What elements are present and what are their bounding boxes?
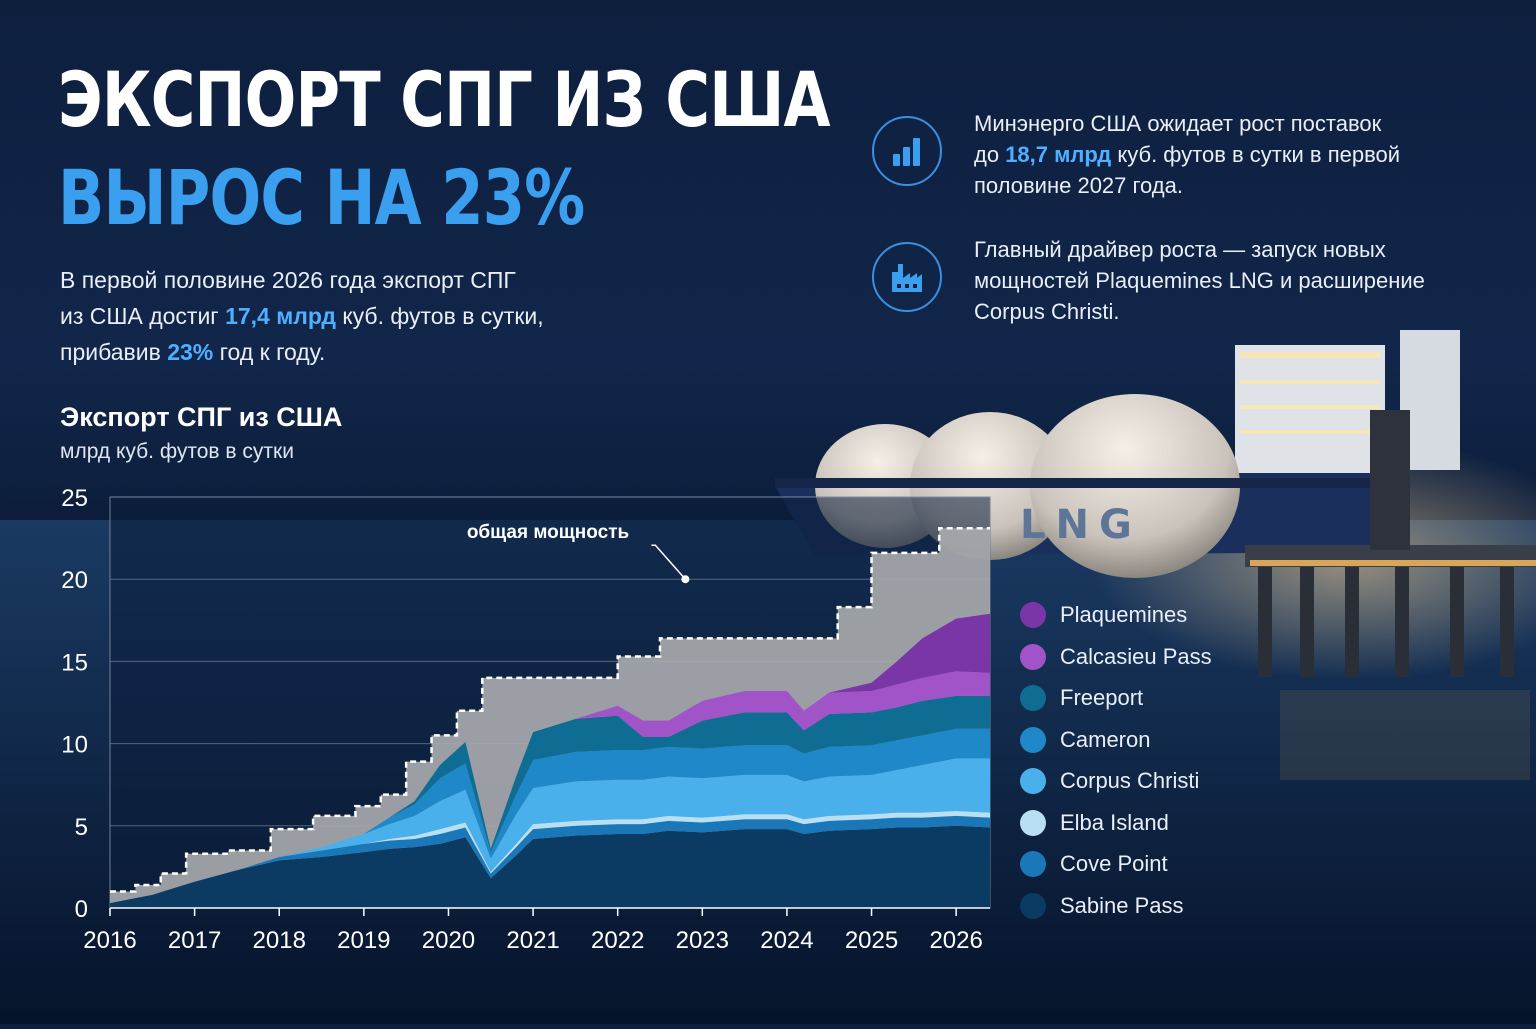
area-calcasieu-pass bbox=[110, 671, 990, 904]
info-forecast-text: Минэнерго США ожидает рост поставок до 1… bbox=[974, 108, 1474, 201]
pier bbox=[1245, 410, 1536, 780]
ship-hull-text: LNG bbox=[1020, 502, 1142, 548]
info-forecast-line2-post: куб. футов в сутки в первой bbox=[1111, 142, 1401, 167]
legend-swatch bbox=[1020, 892, 1046, 919]
lead-value-volume: 17,4 млрд bbox=[225, 303, 336, 329]
x-tick-label: 2019 bbox=[337, 927, 390, 954]
legend-swatch bbox=[1020, 726, 1046, 753]
legend-swatch bbox=[1020, 602, 1046, 628]
y-tick-label: 20 bbox=[61, 567, 88, 594]
legend-label: Freeport bbox=[1060, 685, 1144, 710]
info-forecast-line1: Минэнерго США ожидает рост поставок bbox=[974, 111, 1382, 136]
legend-item-cove-point: Cove Point bbox=[1020, 847, 1280, 877]
legend-label: Cameron bbox=[1060, 726, 1151, 752]
info-driver-line3: Corpus Christi. bbox=[974, 299, 1120, 324]
legend-item-cameron: Cameron bbox=[1020, 723, 1280, 753]
annotation-dot bbox=[681, 575, 690, 584]
legend-label: Calcasieu Pass bbox=[1060, 643, 1212, 669]
y-tick-label: 25 bbox=[61, 485, 88, 512]
area-sabine-pass bbox=[110, 825, 990, 908]
legend-label: Corpus Christi bbox=[1060, 768, 1200, 793]
bar-chart-icon bbox=[872, 116, 942, 186]
x-tick-label: 2026 bbox=[929, 927, 982, 954]
y-tick-label: 10 bbox=[61, 732, 88, 759]
factory-icon bbox=[872, 242, 942, 312]
info-forecast-line3: половине 2027 года. bbox=[974, 173, 1183, 198]
x-tick-label: 2023 bbox=[676, 927, 729, 954]
legend-item-elba-island: Elba Island bbox=[1020, 806, 1280, 836]
lead-line1: В первой половине 2026 года экспорт СПГ bbox=[60, 267, 516, 293]
lead-line2-post: куб. футов в сутки, bbox=[335, 303, 544, 329]
legend-label: Cove Point bbox=[1060, 851, 1168, 876]
legend-swatch bbox=[1020, 809, 1046, 836]
x-tick-label: 2020 bbox=[422, 927, 475, 954]
info-driver-line2: мощностей Plaquemines LNG и расширение bbox=[974, 268, 1425, 293]
legend-label: Elba Island bbox=[1060, 809, 1169, 835]
capacity-line bbox=[110, 526, 990, 893]
area-cove-point bbox=[110, 815, 990, 904]
info-forecast-line2-pre: до bbox=[974, 142, 1006, 167]
chart-subtitle: млрд куб. футов в сутки bbox=[60, 440, 294, 463]
lead-line3-pre: прибавив bbox=[60, 339, 168, 365]
info-forecast-value: 18,7 млрд bbox=[1005, 142, 1112, 167]
lead-value-growth: 23% bbox=[167, 339, 214, 365]
lead-line3: прибавив 23% год к году. bbox=[60, 334, 544, 370]
annotation-label: общая мощность bbox=[467, 522, 629, 543]
headline-line2: ВЫРОС НА 23% bbox=[58, 153, 585, 242]
legend-swatch bbox=[1020, 851, 1046, 877]
annotation-leader bbox=[651, 544, 686, 580]
legend-label: Plaquemines bbox=[1060, 602, 1188, 627]
legend-swatch bbox=[1020, 768, 1046, 794]
legend-item-corpus-christi: Corpus Christi bbox=[1020, 764, 1280, 794]
x-tick-label: 2018 bbox=[253, 927, 306, 954]
lead-line3-post: год к году. bbox=[213, 339, 326, 365]
headline-line1: ЭКСПОРТ СПГ ИЗ США bbox=[58, 55, 831, 144]
legend-label: Sabine Pass bbox=[1060, 892, 1184, 918]
lead-line2-pre: из США достиг bbox=[60, 303, 226, 329]
x-tick-label: 2017 bbox=[168, 927, 221, 954]
x-tick-label: 2021 bbox=[506, 927, 559, 954]
area-cameron bbox=[110, 728, 990, 904]
area-corpus-christi bbox=[110, 758, 990, 904]
x-tick-label: 2016 bbox=[83, 927, 136, 954]
info-driver-text: Главный драйвер роста — запуск новых мощ… bbox=[974, 234, 1474, 327]
x-tick-label: 2024 bbox=[760, 927, 813, 954]
area-freeport bbox=[110, 695, 990, 904]
x-tick-label: 2022 bbox=[591, 927, 644, 954]
y-tick-label: 5 bbox=[75, 814, 88, 841]
lead-paragraph: В первой половине 2026 года экспорт СПГ … bbox=[60, 262, 544, 370]
lead-line2: из США достиг 17,4 млрд куб. футов в сут… bbox=[60, 298, 544, 334]
y-tick-label: 0 bbox=[75, 896, 88, 923]
legend-item-plaquemines: Plaquemines bbox=[1020, 598, 1280, 628]
legend-swatch bbox=[1020, 643, 1046, 670]
legend-item-calcasieu-pass: Calcasieu Pass bbox=[1020, 640, 1280, 670]
x-tick-label: 2025 bbox=[845, 927, 898, 954]
y-tick-label: 15 bbox=[61, 649, 88, 676]
chart-title: Экспорт СПГ из США bbox=[60, 402, 343, 432]
legend-item-sabine-pass: Sabine Pass bbox=[1020, 889, 1280, 919]
info-driver-line1: Главный драйвер роста — запуск новых bbox=[974, 237, 1386, 262]
info-forecast-line2: до 18,7 млрд куб. футов в сутки в первой bbox=[974, 139, 1474, 170]
legend-item-freeport: Freeport bbox=[1020, 681, 1280, 711]
legend-swatch bbox=[1020, 685, 1046, 711]
